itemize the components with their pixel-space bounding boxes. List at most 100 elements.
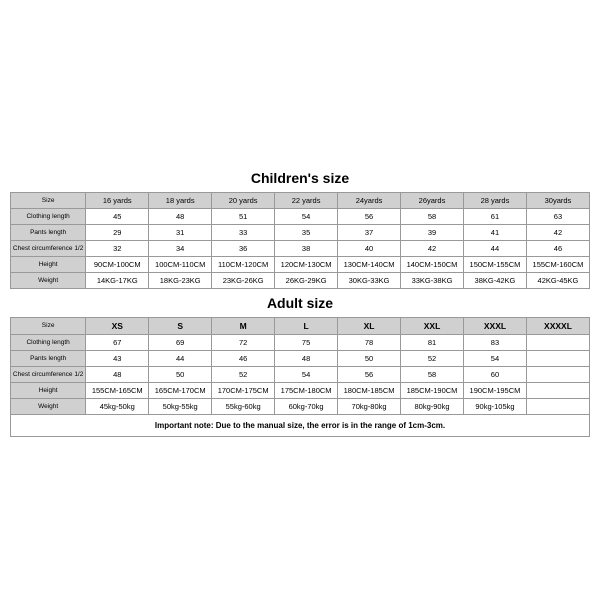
children-size-row: Size 16 yards 18 yards 20 yards 22 yards… [11, 192, 590, 208]
cell: 24yards [338, 192, 401, 208]
row-label: Size [11, 192, 86, 208]
cell: 90kg-105kg [463, 398, 526, 414]
cell: 33 [212, 224, 275, 240]
cell: 63 [526, 208, 589, 224]
cell: 35 [275, 224, 338, 240]
cell: 110CM-120CM [212, 256, 275, 272]
cell: 69 [149, 334, 212, 350]
cell: 140CM-150CM [401, 256, 464, 272]
cell: 60kg-70kg [275, 398, 338, 414]
cell: 44 [149, 350, 212, 366]
cell: L [275, 317, 338, 334]
cell: 70kg-80kg [338, 398, 401, 414]
cell: 38 [275, 240, 338, 256]
cell: 23KG-26KG [212, 272, 275, 288]
cell: 61 [463, 208, 526, 224]
cell: 18 yards [149, 192, 212, 208]
cell: 22 yards [275, 192, 338, 208]
children-clothing-length-row: Clothing length 45 48 51 54 56 58 61 63 [11, 208, 590, 224]
cell: 52 [401, 350, 464, 366]
cell: 120CM-130CM [275, 256, 338, 272]
adult-chest-row: Chest circumference 1/2 48 50 52 54 56 5… [11, 366, 590, 382]
row-label: Clothing length [11, 334, 86, 350]
cell: 46 [212, 350, 275, 366]
cell: 34 [149, 240, 212, 256]
cell: 150CM-155CM [463, 256, 526, 272]
row-label: Pants length [11, 224, 86, 240]
cell [526, 398, 589, 414]
row-label: Height [11, 256, 86, 272]
footnote: Important note: Due to the manual size, … [10, 415, 590, 437]
cell: 56 [338, 366, 401, 382]
adult-clothing-length-row: Clothing length 67 69 72 75 78 81 83 [11, 334, 590, 350]
cell: 83 [463, 334, 526, 350]
cell: 44 [463, 240, 526, 256]
row-label: Chest circumference 1/2 [11, 366, 86, 382]
cell: 52 [212, 366, 275, 382]
row-label: Weight [11, 398, 86, 414]
cell: 185CM-190CM [401, 382, 464, 398]
cell [526, 350, 589, 366]
cell: 20 yards [212, 192, 275, 208]
cell: 16 yards [86, 192, 149, 208]
cell: 81 [401, 334, 464, 350]
cell: 80kg-90kg [401, 398, 464, 414]
cell: 40 [338, 240, 401, 256]
adult-size-row: Size XS S M L XL XXL XXXL XXXXL [11, 317, 590, 334]
cell [526, 382, 589, 398]
row-label: Height [11, 382, 86, 398]
cell: XXL [401, 317, 464, 334]
adult-height-row: Height 155CM-165CM 165CM-170CM 170CM-175… [11, 382, 590, 398]
cell: 170CM-175CM [212, 382, 275, 398]
cell: 48 [86, 366, 149, 382]
cell: 42 [401, 240, 464, 256]
cell: 78 [338, 334, 401, 350]
cell: 90CM-100CM [86, 256, 149, 272]
children-height-row: Height 90CM-100CM 100CM-110CM 110CM-120C… [11, 256, 590, 272]
cell: 14KG-17KG [86, 272, 149, 288]
cell: 60 [463, 366, 526, 382]
cell: 31 [149, 224, 212, 240]
row-label: Size [11, 317, 86, 334]
row-label: Weight [11, 272, 86, 288]
cell [526, 334, 589, 350]
cell: 58 [401, 366, 464, 382]
cell: 72 [212, 334, 275, 350]
row-label: Chest circumference 1/2 [11, 240, 86, 256]
cell: 56 [338, 208, 401, 224]
cell: 75 [275, 334, 338, 350]
cell: 180CM-185CM [338, 382, 401, 398]
row-label: Pants length [11, 350, 86, 366]
cell: S [149, 317, 212, 334]
cell: XXXL [463, 317, 526, 334]
cell: 38KG-42KG [463, 272, 526, 288]
cell: 58 [401, 208, 464, 224]
cell: 36 [212, 240, 275, 256]
cell: 50kg-55kg [149, 398, 212, 414]
cell: 54 [275, 208, 338, 224]
cell: 42 [526, 224, 589, 240]
adult-weight-row: Weight 45kg-50kg 50kg-55kg 55kg-60kg 60k… [11, 398, 590, 414]
cell: 45 [86, 208, 149, 224]
cell: 18KG-23KG [149, 272, 212, 288]
cell: 39 [401, 224, 464, 240]
cell: 43 [86, 350, 149, 366]
cell: 28 yards [463, 192, 526, 208]
cell: 51 [212, 208, 275, 224]
cell: 45kg-50kg [86, 398, 149, 414]
children-pants-length-row: Pants length 29 31 33 35 37 39 41 42 [11, 224, 590, 240]
cell: M [212, 317, 275, 334]
cell: 100CM-110CM [149, 256, 212, 272]
cell: 190CM-195CM [463, 382, 526, 398]
cell: 26KG-29KG [275, 272, 338, 288]
children-size-table: Size 16 yards 18 yards 20 yards 22 yards… [10, 192, 590, 289]
adult-pants-length-row: Pants length 43 44 46 48 50 52 54 [11, 350, 590, 366]
cell: 30KG-33KG [338, 272, 401, 288]
cell: 41 [463, 224, 526, 240]
cell: 130CM-140CM [338, 256, 401, 272]
cell: 30yards [526, 192, 589, 208]
cell: 33KG-38KG [401, 272, 464, 288]
cell: 50 [338, 350, 401, 366]
cell: XXXXL [526, 317, 589, 334]
cell: 175CM-180CM [275, 382, 338, 398]
